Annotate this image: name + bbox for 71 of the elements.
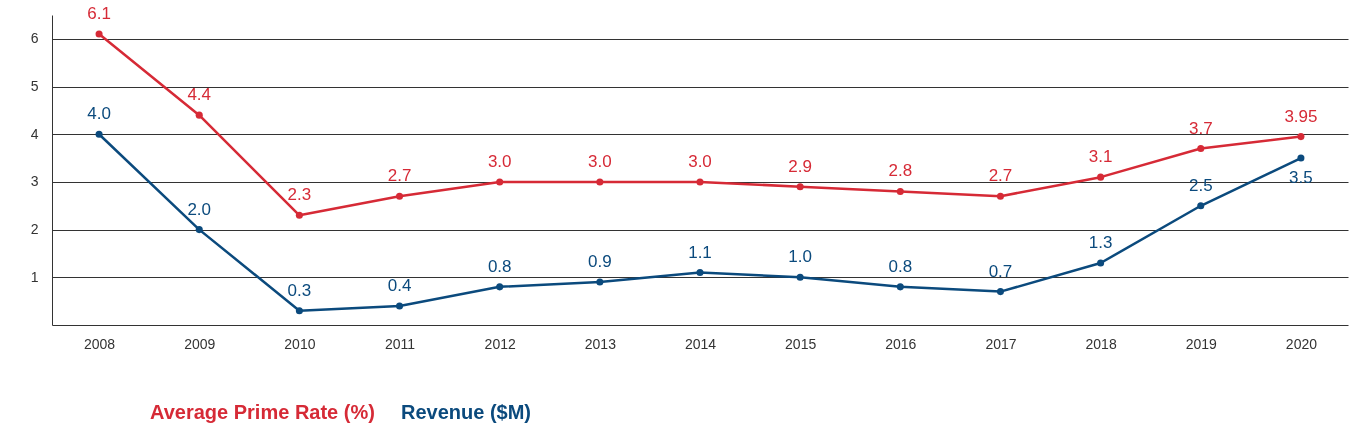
point xyxy=(696,178,704,186)
y-tick-label: 3 xyxy=(30,173,39,190)
point xyxy=(1297,154,1305,162)
point xyxy=(896,187,904,195)
data-label: 3.95 xyxy=(1284,106,1318,126)
x-tick-label: 2016 xyxy=(885,335,917,352)
point xyxy=(396,302,404,310)
x-tick-label: 2013 xyxy=(584,335,617,352)
data-label: 4.4 xyxy=(187,85,212,105)
text: Average Prime Rate (%) xyxy=(150,401,375,423)
y-tick-label: 4 xyxy=(30,125,39,142)
data-label: 2.0 xyxy=(187,199,212,219)
data-label: 6.1 xyxy=(87,4,111,24)
data-label: 0.8 xyxy=(487,256,512,276)
point xyxy=(1097,173,1105,181)
point xyxy=(95,130,103,138)
data-label: 4.0 xyxy=(87,104,111,124)
data-label: 2.8 xyxy=(888,161,913,181)
point xyxy=(1197,202,1205,210)
x-tick-label: 2015 xyxy=(785,335,817,352)
data-label: 2.3 xyxy=(287,185,312,205)
point xyxy=(496,178,504,186)
text: Revenue ($M) xyxy=(401,401,532,423)
point xyxy=(295,307,303,315)
point xyxy=(796,183,804,191)
y-tick-label: 5 xyxy=(30,78,39,95)
y-tick-label: 1 xyxy=(30,268,39,285)
data-label: 3.1 xyxy=(1088,147,1113,167)
point xyxy=(396,192,404,200)
point xyxy=(596,178,604,186)
point xyxy=(195,226,203,234)
data-label: 3.7 xyxy=(1188,118,1213,138)
data-label: 2.9 xyxy=(788,156,812,176)
y-tick-label: 2 xyxy=(30,221,39,238)
data-label: 1.3 xyxy=(1088,233,1113,252)
x-tick-label: 2009 xyxy=(184,335,216,352)
x-tick-label: 2010 xyxy=(284,335,316,352)
y-tick-label: 6 xyxy=(30,30,39,47)
point xyxy=(696,269,704,277)
x-tick-label: 2008 xyxy=(83,335,116,352)
point xyxy=(1097,259,1105,267)
x-tick-label: 2014 xyxy=(684,335,717,352)
x-tick-label: 2011 xyxy=(384,335,416,352)
data-label: 3.0 xyxy=(688,151,712,171)
x-tick-label: 2018 xyxy=(1085,335,1117,352)
data-label: 0.3 xyxy=(287,280,312,300)
point xyxy=(596,278,604,286)
data-label: 1.0 xyxy=(788,247,812,267)
data-label: 3.0 xyxy=(588,151,612,171)
x-tick-label: 2017 xyxy=(985,335,1017,352)
point xyxy=(496,283,504,291)
point xyxy=(195,111,203,119)
point xyxy=(295,211,303,219)
point xyxy=(996,288,1004,296)
point xyxy=(896,283,904,291)
point xyxy=(996,192,1004,200)
x-tick-label: 2020 xyxy=(1285,335,1318,352)
point xyxy=(1297,133,1305,141)
data-label: 2.7 xyxy=(387,166,412,186)
point xyxy=(95,30,103,38)
data-label: 0.4 xyxy=(387,275,412,295)
data-label: 0.7 xyxy=(988,261,1013,281)
point xyxy=(796,273,804,281)
point xyxy=(1197,145,1205,153)
data-label: 1.1 xyxy=(688,242,712,262)
x-tick-label: 2019 xyxy=(1185,335,1218,352)
data-label: 3.0 xyxy=(487,151,512,171)
data-label: 0.9 xyxy=(588,252,612,272)
x-tick-label: 2012 xyxy=(484,335,516,352)
data-label: 0.8 xyxy=(888,256,913,276)
data-label: 2.7 xyxy=(988,166,1013,186)
